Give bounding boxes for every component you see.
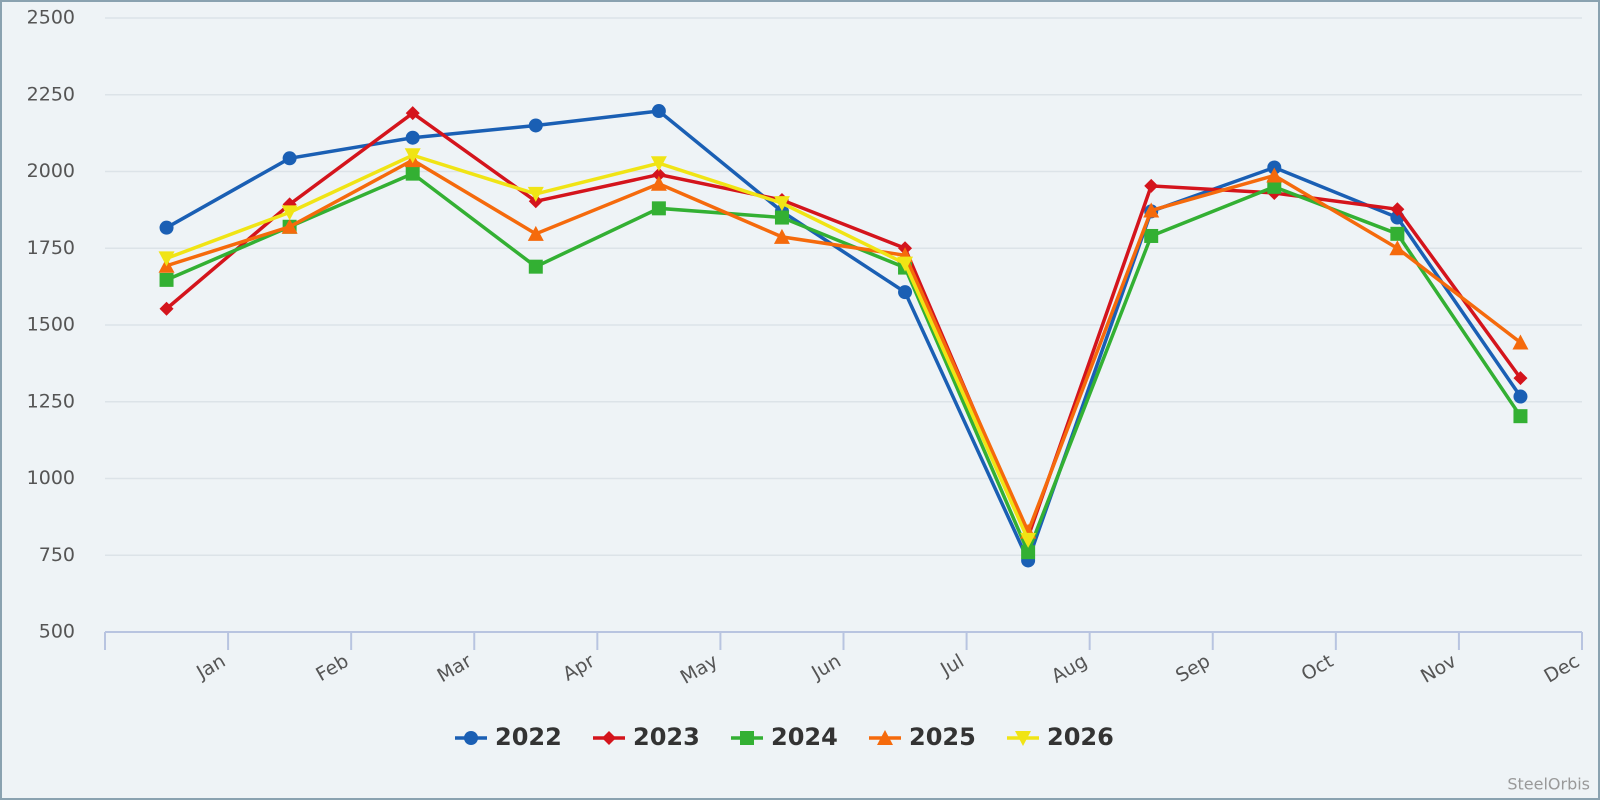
x-tick-label: Jun <box>807 650 845 684</box>
series-line <box>165 153 1030 541</box>
legend-item: 2023 <box>593 723 700 751</box>
y-tick-label: 2500 <box>27 7 75 29</box>
marker <box>158 251 175 267</box>
marker <box>282 151 297 166</box>
marker <box>1266 167 1283 183</box>
marker <box>527 186 544 202</box>
marker <box>1021 545 1036 560</box>
marker <box>650 175 667 191</box>
marker <box>1144 228 1159 243</box>
marker <box>602 731 616 745</box>
y-tick-label: 1250 <box>27 390 75 412</box>
marker <box>1512 334 1529 350</box>
legend-label: 2023 <box>633 723 700 751</box>
x-tick-label: Nov <box>1417 650 1460 688</box>
marker <box>1513 389 1528 404</box>
x-tick-label: Jul <box>936 650 968 681</box>
marker <box>281 218 298 234</box>
x-tick-label: Jan <box>192 650 229 684</box>
marker <box>528 118 543 133</box>
marker <box>405 106 420 121</box>
y-tick-label: 2000 <box>27 160 75 182</box>
legend-item: 2026 <box>1007 723 1114 751</box>
marker <box>773 228 790 244</box>
x-tick-label: Oct <box>1298 650 1337 685</box>
x-tick-label: Sep <box>1172 650 1214 687</box>
series-line <box>165 171 1522 557</box>
legend-label: 2022 <box>495 723 562 751</box>
marker <box>651 201 666 216</box>
marker <box>527 225 544 241</box>
marker <box>405 130 420 145</box>
marker <box>877 730 893 745</box>
marker <box>464 731 478 745</box>
marker <box>773 196 790 212</box>
legend-label: 2026 <box>1047 723 1114 751</box>
x-tick-label: Dec <box>1540 650 1583 687</box>
marker <box>651 104 666 119</box>
credit: SteelOrbis <box>1507 775 1590 794</box>
marker <box>1144 178 1159 193</box>
legend-label: 2024 <box>771 723 838 751</box>
marker <box>1267 179 1282 194</box>
series-line <box>166 158 1522 537</box>
marker <box>159 220 174 235</box>
marker <box>405 166 420 181</box>
marker <box>404 148 421 164</box>
marker <box>281 205 298 221</box>
marker <box>1513 371 1528 386</box>
marker <box>528 259 543 274</box>
marker <box>897 256 914 272</box>
marker <box>740 731 754 745</box>
marker <box>650 156 667 172</box>
series-line <box>165 109 1522 566</box>
marker <box>1143 202 1160 218</box>
y-tick-label: 500 <box>39 621 75 643</box>
marker <box>159 301 174 316</box>
y-tick-label: 750 <box>39 544 75 566</box>
marker <box>159 272 174 287</box>
x-tick-label: Apr <box>559 650 599 686</box>
y-tick-label: 2250 <box>27 83 75 105</box>
marker <box>1390 202 1405 217</box>
marker <box>651 167 666 182</box>
marker <box>1015 731 1031 746</box>
x-tick-label: Feb <box>312 650 352 686</box>
marker <box>1020 532 1037 548</box>
marker <box>1389 240 1406 256</box>
marker <box>774 210 789 225</box>
legend-item: 2024 <box>731 723 838 751</box>
x-tick-label: Aug <box>1048 650 1091 688</box>
marker <box>898 285 913 300</box>
legend-item: 2025 <box>869 723 976 751</box>
y-tick-label: 1750 <box>27 237 75 259</box>
legend-label: 2025 <box>909 723 976 751</box>
x-tick-label: Mar <box>433 650 475 687</box>
y-tick-label: 1500 <box>27 314 75 336</box>
x-tick-label: May <box>677 650 722 689</box>
marker <box>1390 226 1405 241</box>
marker <box>1513 409 1528 424</box>
y-tick-label: 1000 <box>27 467 75 489</box>
legend-item: 2022 <box>455 723 562 751</box>
